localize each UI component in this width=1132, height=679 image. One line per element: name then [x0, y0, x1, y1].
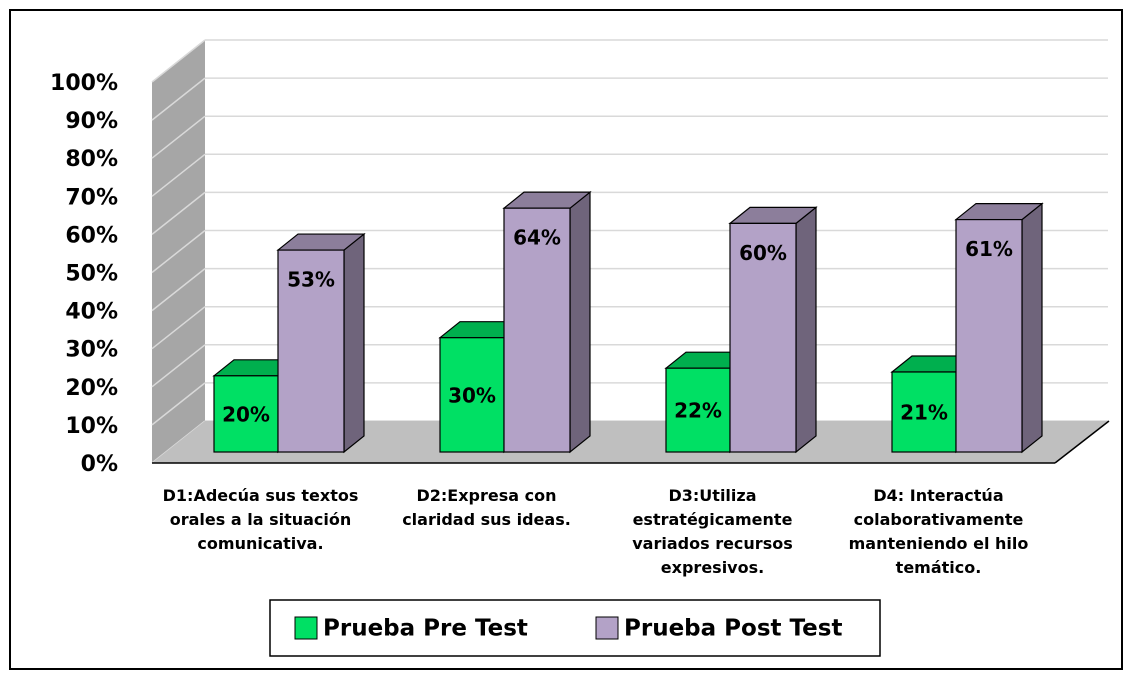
- legend-box: [269, 599, 881, 657]
- bar: [503, 207, 571, 453]
- bar: [439, 337, 505, 453]
- legend-label: Prueba Post Test: [624, 616, 842, 642]
- data-label: 22%: [674, 399, 722, 423]
- floor: [152, 421, 1108, 463]
- bar: [955, 218, 1023, 453]
- y-tick-label: 90%: [65, 109, 118, 134]
- bar-side: [569, 190, 591, 454]
- y-tick-label: 70%: [65, 185, 118, 210]
- bar-side: [343, 232, 365, 454]
- data-label: 53%: [287, 268, 335, 292]
- grid-line: [151, 306, 206, 350]
- data-label: 61%: [965, 237, 1013, 261]
- grid-line: [151, 191, 206, 235]
- grid-line: [151, 77, 206, 121]
- bar: [729, 222, 797, 453]
- y-tick-label: 10%: [65, 414, 118, 439]
- bar-side: [1021, 202, 1043, 454]
- data-label: 20%: [222, 402, 270, 426]
- bar: [665, 367, 731, 453]
- bar-side: [795, 206, 817, 454]
- data-label: 64%: [513, 226, 561, 250]
- grid-line: [151, 229, 206, 274]
- chart-border: [9, 9, 1123, 670]
- y-tick-label: 0%: [81, 452, 118, 477]
- legend-label: Prueba Pre Test: [323, 616, 528, 642]
- data-label: 21%: [900, 400, 948, 424]
- y-tick-label: 80%: [65, 147, 118, 172]
- grid-line: [151, 115, 206, 159]
- legend-swatch: [294, 616, 318, 640]
- x-tick-label: D3:Utiliza estratégicamente variados rec…: [632, 486, 793, 577]
- grid-line: [151, 39, 206, 83]
- data-label: 30%: [448, 383, 496, 407]
- bar: [277, 249, 345, 453]
- y-tick-label: 30%: [65, 338, 118, 363]
- y-tick-label: 60%: [65, 223, 118, 248]
- y-tick-label: 40%: [65, 300, 118, 325]
- grid-line: [151, 153, 206, 197]
- x-tick-label: D4: Interactúa colaborativamente manteni…: [848, 486, 1029, 577]
- floor-edge: [1054, 420, 1110, 464]
- y-tick-label: 20%: [65, 376, 118, 401]
- legend-swatch: [595, 616, 619, 640]
- grid-line: [151, 344, 206, 388]
- y-tick-label: 50%: [65, 262, 118, 287]
- grid-line: [151, 382, 206, 426]
- grid-line: [151, 268, 206, 312]
- x-tick-label: D1:Adecúa sus textos orales a la situaci…: [162, 486, 359, 553]
- x-tick-label: D2:Expresa con claridad sus ideas.: [402, 486, 571, 529]
- bar: [213, 375, 279, 453]
- data-label: 60%: [739, 241, 787, 265]
- y-tick-label: 100%: [50, 71, 118, 96]
